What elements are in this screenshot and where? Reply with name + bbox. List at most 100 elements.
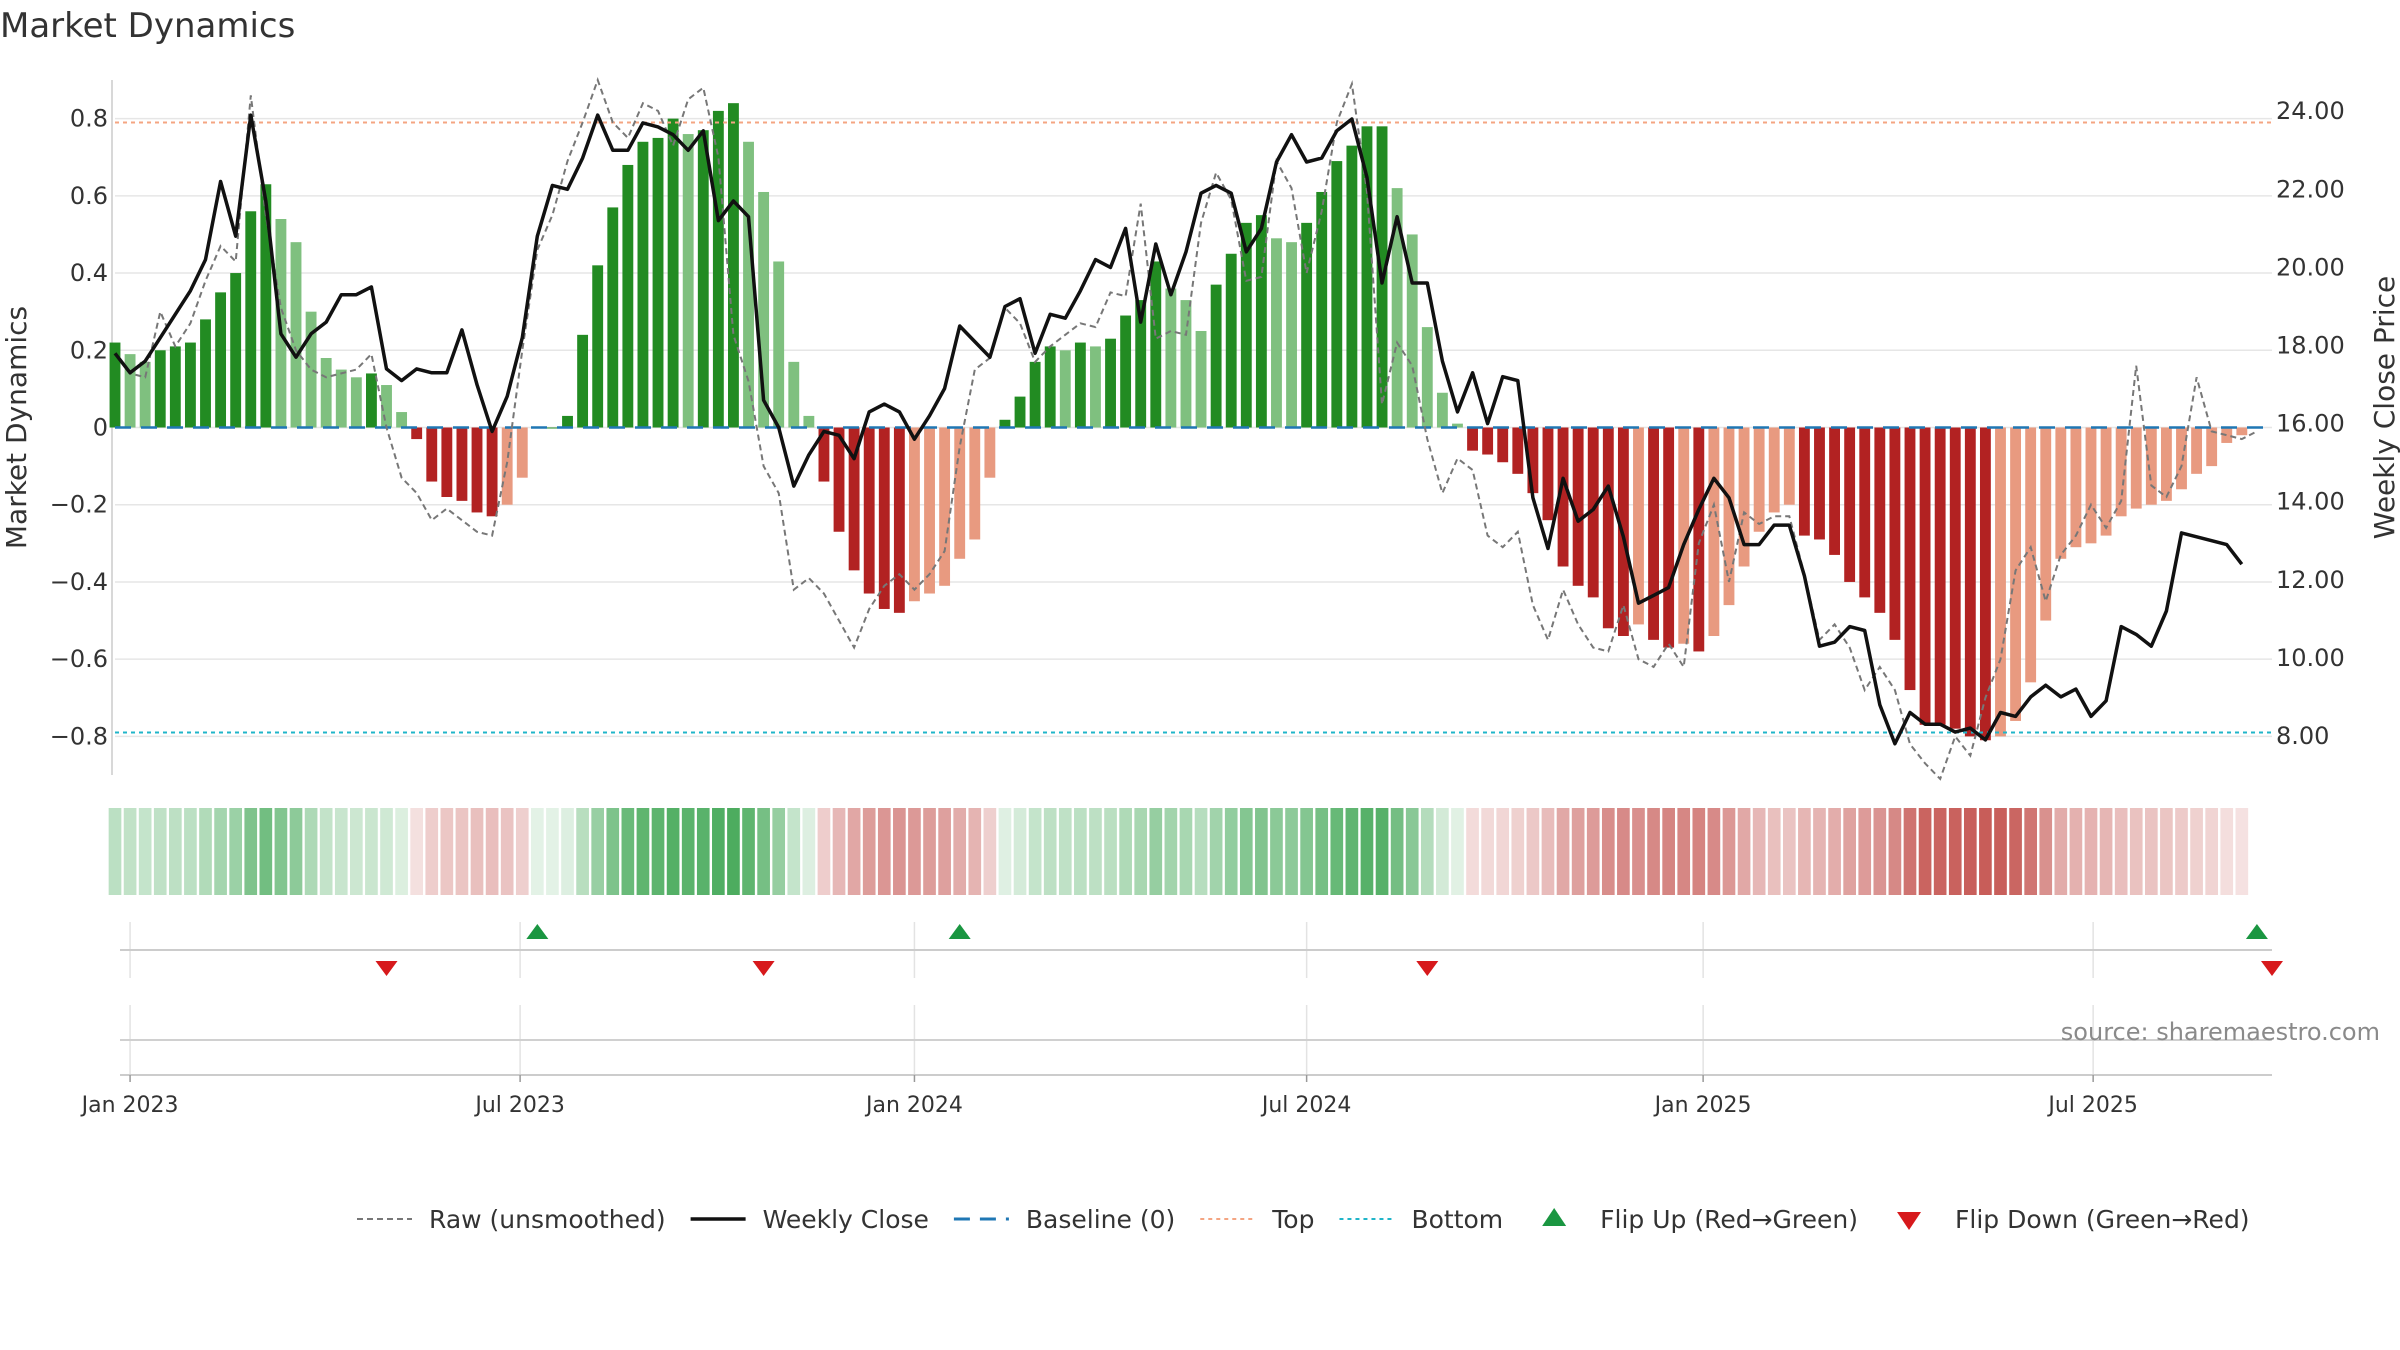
dynamics-bar: [652, 137, 664, 428]
dynamics-bar: [1904, 427, 1916, 691]
heat-cell: [1903, 808, 1917, 895]
dynamics-bar: [1210, 284, 1222, 428]
heat-cell: [214, 808, 227, 895]
dynamics-bar: [1844, 427, 1856, 582]
heat-cell: [1466, 808, 1479, 895]
dynamics-bar: [637, 141, 649, 428]
heat-cell: [1164, 808, 1178, 895]
heat-cell: [1737, 808, 1751, 895]
legend-item-flipdown: Flip Down (Green→Red): [1897, 1205, 2250, 1234]
dynamics-bar: [1979, 427, 1991, 741]
dynamics-bar: [592, 265, 604, 428]
triangle-up-icon: [1542, 1208, 1567, 1226]
dynamics-bar: [1195, 330, 1207, 428]
heat-cell: [2160, 808, 2173, 895]
heat-cell: [1255, 808, 1268, 895]
dynamics-bar: [622, 164, 634, 428]
y2-tick-label: 24.00: [2276, 97, 2345, 125]
heat-cell: [410, 808, 424, 895]
dynamics-bar: [139, 361, 151, 428]
heat-cell: [199, 808, 212, 895]
dynamics-bar: [803, 415, 815, 428]
y-tick-label: 0.8: [70, 105, 108, 133]
dynamics-bar: [1301, 222, 1313, 428]
y-tick-label: 0.2: [70, 336, 108, 364]
heat-cell: [259, 808, 273, 895]
dynamics-bar: [2221, 427, 2233, 443]
dynamics-bar: [2100, 427, 2112, 536]
dynamics-bar: [1798, 427, 1810, 536]
heat-cell: [229, 808, 243, 895]
heat-cell: [1074, 808, 1087, 895]
heat-cell: [817, 808, 831, 895]
heat-cell: [877, 808, 891, 895]
heat-cell: [2054, 808, 2068, 895]
dynamics-bar: [2085, 427, 2097, 544]
heat-cell: [274, 808, 288, 895]
dynamics-bar: [1723, 427, 1735, 606]
dynamics-bar: [1557, 427, 1569, 567]
dynamics-bar: [1180, 300, 1192, 428]
x-tick-label: Jan 2024: [864, 1093, 963, 1118]
dynamics-bar: [1738, 427, 1750, 567]
heat-cell: [1420, 808, 1434, 895]
heat-cell: [727, 808, 740, 895]
dynamics-bar: [124, 354, 136, 428]
flip-down-marker: [375, 961, 398, 976]
dynamics-bar: [1271, 238, 1282, 428]
dynamics-bar: [909, 427, 920, 602]
dynamics-bar: [2236, 427, 2248, 436]
dynamics-bar: [184, 342, 196, 428]
dynamics-bar: [1044, 346, 1056, 428]
dynamics-bar: [365, 373, 377, 428]
dynamics-bar: [1949, 427, 1961, 729]
dynamics-bar: [1587, 427, 1599, 598]
heat-cell: [546, 808, 559, 895]
heat-cell: [108, 808, 122, 895]
heat-cell: [1647, 808, 1660, 895]
dynamics-bar: [2025, 427, 2037, 683]
heat-cell: [636, 808, 650, 895]
dynamics-bar: [441, 427, 453, 497]
heat-cell: [2024, 808, 2037, 895]
heat-cell: [1888, 808, 1902, 895]
dynamics-bar: [1919, 427, 1931, 725]
legend-label: Baseline (0): [1026, 1205, 1175, 1234]
flip-up-marker: [2245, 924, 2268, 939]
dynamics-bar: [1090, 346, 1101, 428]
heat-cell: [1677, 808, 1691, 895]
heat-cell: [304, 808, 318, 895]
dynamics-bar: [1964, 427, 1976, 737]
y2-tick-label: 22.00: [2276, 175, 2345, 203]
dynamics-bar: [1693, 427, 1705, 652]
dynamics-bar: [1135, 300, 1147, 428]
bottom-panel: Jan 2023 Jul 2023 Jan 2024 Jul 2024 Jan 2025…: [80, 1005, 2272, 1118]
heat-cell: [244, 808, 258, 895]
heat-cell: [1617, 808, 1630, 895]
heat-cell: [2175, 808, 2188, 895]
heat-cell: [923, 808, 936, 895]
legend-label: Flip Down (Green→Red): [1955, 1205, 2250, 1234]
y-tick-label: −0.2: [50, 491, 108, 519]
main-plot-area: 0.8 0.6 0.4 0.2 0 −0.2 −0.4 −0.6 −0.8 24.00 22.00 2…: [0, 77, 2400, 781]
dynamics-bar: [1995, 427, 2006, 737]
dynamics-bar: [773, 261, 785, 428]
heat-cell: [1481, 808, 1494, 895]
heat-cell: [1843, 808, 1856, 895]
heat-cell: [365, 808, 378, 895]
dynamics-bar: [818, 427, 830, 482]
heat-cell: [1511, 808, 1525, 895]
heat-cell: [500, 808, 514, 895]
heat-cell: [1285, 808, 1298, 895]
legend-item-bottom: Bottom: [1339, 1205, 1503, 1234]
y-tick-label: −0.8: [50, 722, 108, 750]
heat-cell: [787, 808, 801, 895]
dynamics-bar: [728, 103, 739, 428]
dynamics-bar: [848, 427, 860, 571]
dynamics-bar: [1331, 161, 1343, 428]
flip-up-marker: [948, 924, 971, 939]
heat-cell: [440, 808, 454, 895]
dynamics-bar: [1648, 427, 1659, 640]
dynamics-bar: [1074, 342, 1086, 428]
heat-cell: [1270, 808, 1283, 895]
